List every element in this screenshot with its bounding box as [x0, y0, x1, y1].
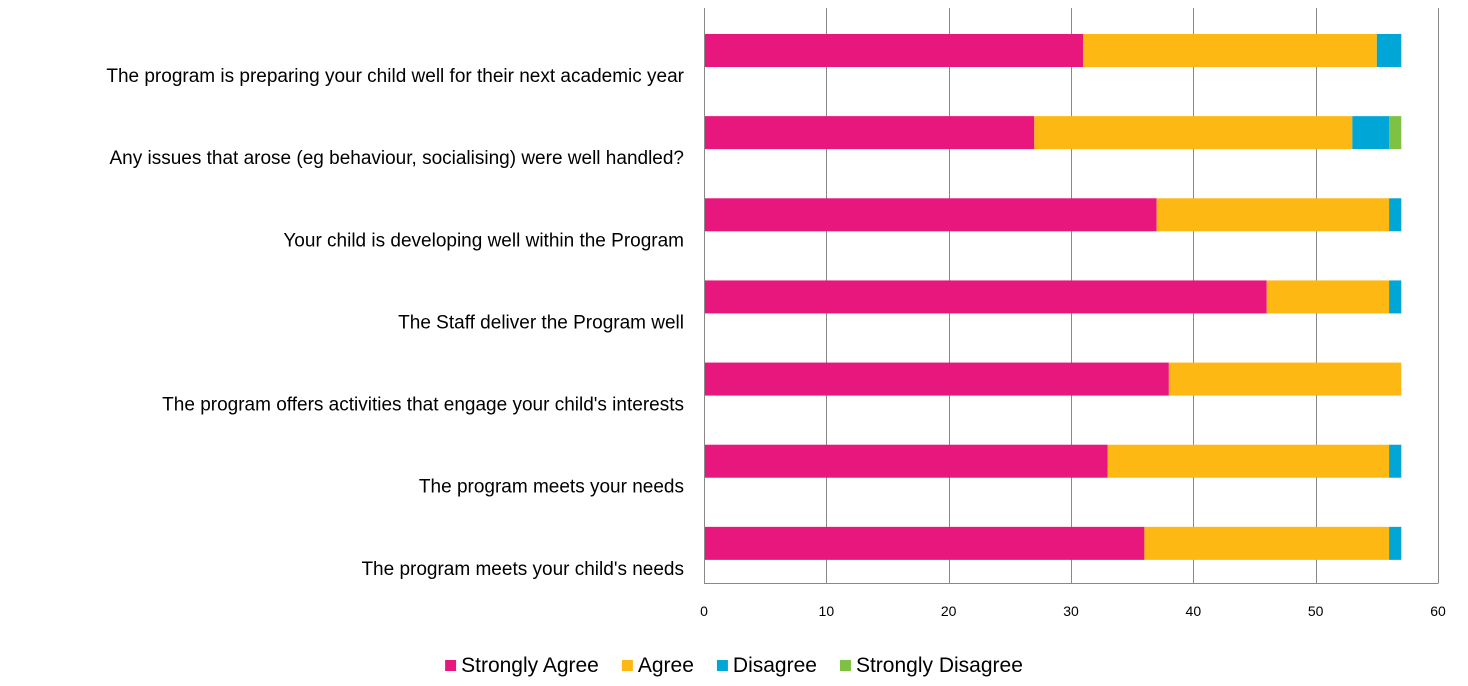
category-label-5: The program offers activities that engag…: [162, 395, 684, 416]
bar-strongly-agree-row-7: [704, 526, 1145, 560]
bar-agree-row-1: [1083, 34, 1377, 67]
category-label-6: The program meets your needs: [419, 477, 684, 498]
category-label-7: The program meets your child's needs: [361, 559, 684, 580]
bar-strongly-agree-row-2: [704, 116, 1035, 150]
x-tick-label-40: 40: [1186, 603, 1202, 619]
legend-item-agree: Agree: [621, 654, 694, 677]
legend-swatch: [839, 660, 851, 671]
legend-label: Agree: [638, 654, 694, 677]
bar-strongly-agree-row-4: [704, 280, 1267, 314]
legend-label: Strongly Disagree: [856, 654, 1023, 677]
bar-agree-row-4: [1266, 280, 1390, 314]
bar-disagree-row-7: [1389, 526, 1402, 560]
category-label-1: The program is preparing your child well…: [106, 66, 684, 87]
bar-disagree-row-2: [1352, 116, 1390, 150]
legend-item-disagree: Disagree: [716, 654, 817, 677]
bar-disagree-row-1: [1376, 34, 1402, 67]
axes: [704, 8, 1439, 584]
category-label-4: The Staff deliver the Program well: [398, 312, 684, 333]
bar-strongly-agree-row-3: [704, 198, 1157, 232]
bar-disagree-row-6: [1389, 444, 1402, 478]
legend-label: Strongly Agree: [461, 654, 599, 677]
legend: Strongly Agree Agree Disagree Strongly Disa…: [445, 654, 1023, 677]
category-label-2: Any issues that arose (eg behaviour, soc…: [109, 148, 684, 169]
legend-label: Disagree: [733, 654, 817, 677]
legend-swatch: [716, 660, 728, 671]
x-tick-labels: 0 10 20 30 40 50 60: [700, 603, 1446, 619]
legend-swatch: [445, 660, 457, 671]
bars: [704, 34, 1402, 560]
category-label-3: Your child is developing well within the…: [283, 230, 684, 251]
legend-item-strongly-agree: Strongly Agree: [445, 654, 599, 677]
legend-swatch: [621, 660, 633, 671]
x-tick-label-50: 50: [1308, 603, 1324, 619]
bar-strongly-agree-row-1: [704, 34, 1084, 67]
bar-agree-row-6: [1107, 444, 1390, 478]
x-tick-label-0: 0: [700, 603, 708, 619]
bar-agree-row-7: [1144, 526, 1390, 560]
bar-disagree-row-3: [1389, 198, 1402, 232]
bar-agree-row-3: [1156, 198, 1390, 232]
bar-strongly-disagree-row-2: [1389, 116, 1402, 150]
bar-strongly-agree-row-6: [704, 444, 1108, 478]
x-tick-label-60: 60: [1430, 603, 1446, 619]
legend-item-strongly-disagree: Strongly Disagree: [839, 654, 1023, 677]
bar-agree-row-5: [1168, 362, 1402, 396]
bar-disagree-row-4: [1389, 280, 1402, 314]
category-labels: The program is preparing your child well…: [106, 66, 684, 580]
x-tick-label-10: 10: [819, 603, 835, 619]
x-tick-label-20: 20: [941, 603, 957, 619]
bar-strongly-agree-row-5: [704, 362, 1169, 396]
bar-agree-row-2: [1034, 116, 1353, 150]
x-tick-label-30: 30: [1063, 603, 1079, 619]
